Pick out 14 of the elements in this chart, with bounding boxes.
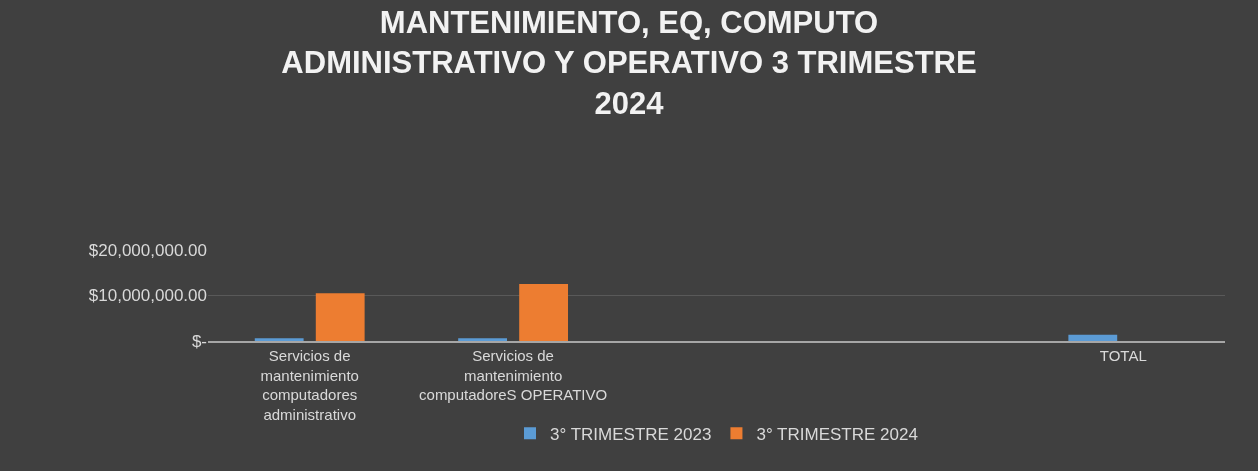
bar	[315, 293, 365, 341]
y-tick-label: $-	[191, 331, 207, 351]
x-tick-label: Servicios de mantenimiento computadores administrativo	[260, 347, 359, 423]
x-tick-label: TOTAL	[1099, 347, 1147, 364]
bar	[458, 338, 507, 341]
legend-label: 3° TRIMESTRE 2024	[756, 424, 918, 444]
bar	[254, 338, 304, 341]
y-tick-label: $10,000,000.00	[88, 286, 207, 306]
bar	[519, 284, 569, 341]
chart-title: MANTENIMIENTO, EQ, COMPUTO ADMINISTRATIVO Y OPERATIVO 3 TRIMESTRE 2024	[281, 4, 977, 121]
x-tick-label: Servicios de mantenimiento computadoreS OPERATIVO	[419, 347, 608, 403]
bar	[1068, 334, 1118, 341]
y-tick-label: $20,000,000.00	[88, 240, 207, 260]
legend-label: 3° TRIMESTRE 2023	[550, 424, 712, 444]
